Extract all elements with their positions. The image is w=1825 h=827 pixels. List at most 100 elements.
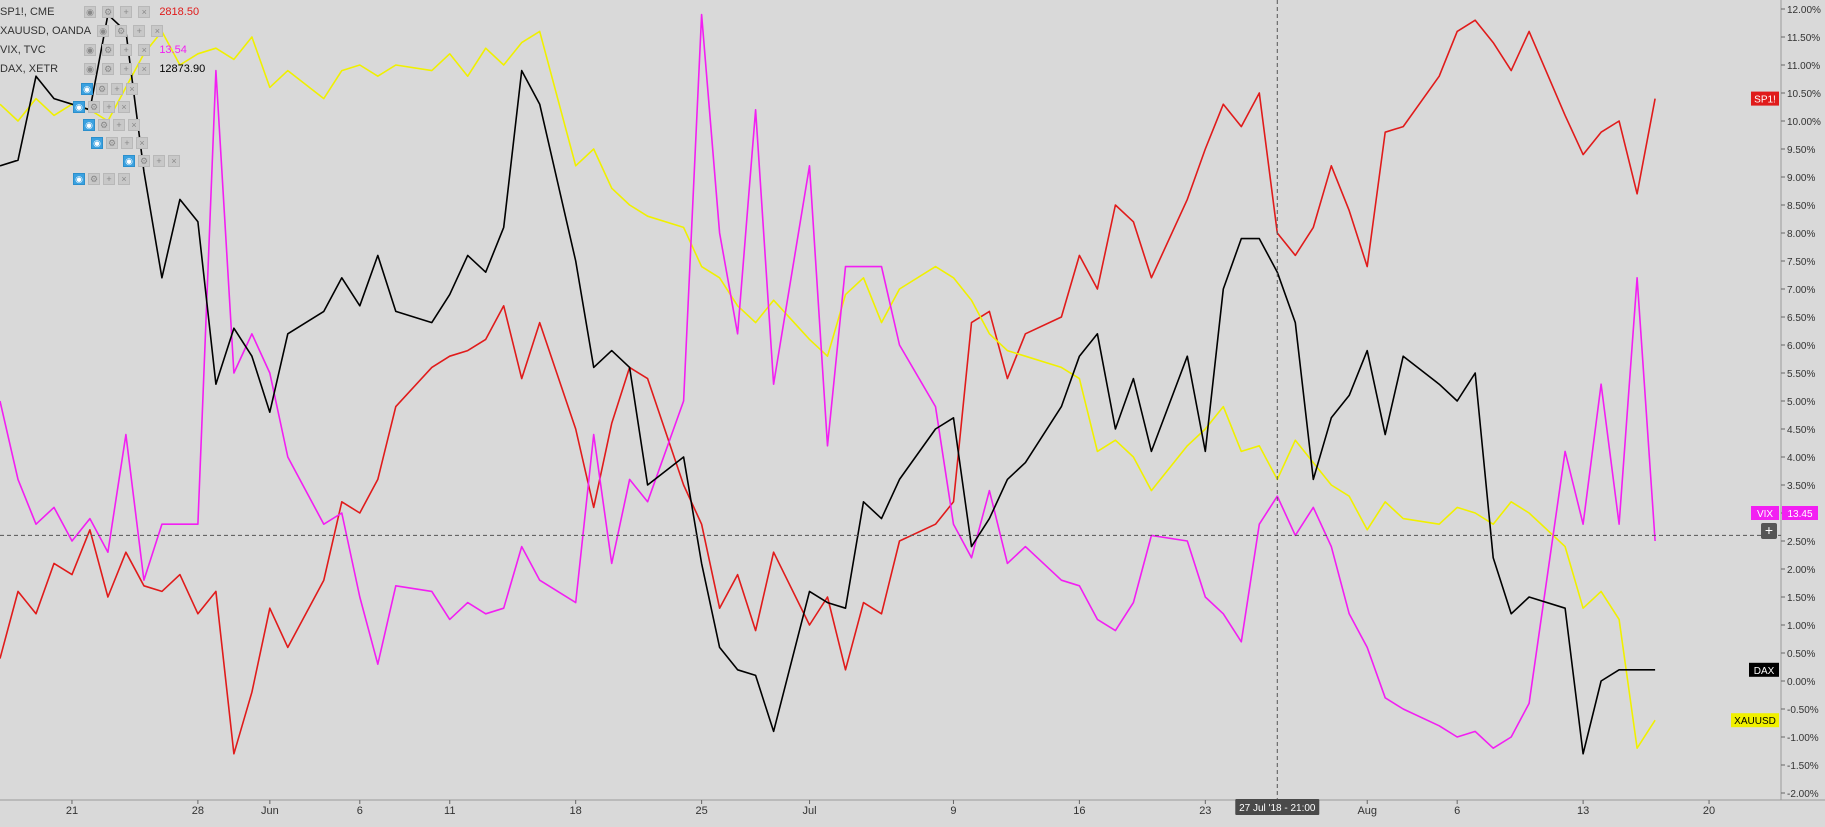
price-tag-vix-bg bbox=[1751, 506, 1779, 520]
gear-icon[interactable]: ⚙ bbox=[98, 118, 110, 131]
close-icon[interactable]: × bbox=[138, 44, 151, 57]
legend-row-vix[interactable]: VIX, TVC ◉ ⚙ + × 13.54 bbox=[0, 41, 205, 60]
gear-icon[interactable]: ⚙ bbox=[138, 154, 150, 167]
price-tag-dax: DAX bbox=[1754, 666, 1775, 677]
y-tick-label: 0.00% bbox=[1787, 677, 1815, 688]
close-icon[interactable]: × bbox=[118, 100, 130, 113]
price-tag-sp1-bg bbox=[1751, 91, 1779, 106]
y-tick-label: -1.50% bbox=[1787, 761, 1819, 772]
eye-icon[interactable]: ◉ bbox=[73, 100, 85, 113]
gear-icon[interactable]: ⚙ bbox=[88, 100, 100, 113]
eye-icon[interactable]: ◉ bbox=[84, 6, 97, 19]
eye-icon[interactable]: ◉ bbox=[83, 118, 95, 131]
study-controls[interactable]: ◉ ⚙ + × bbox=[80, 116, 140, 131]
y-tick-label: 9.00% bbox=[1787, 173, 1815, 184]
plus-icon[interactable]: + bbox=[1761, 523, 1777, 539]
x-tick-label: 16 bbox=[1073, 805, 1085, 817]
eye-icon[interactable]: ◉ bbox=[84, 44, 97, 57]
y-tick-label: 8.50% bbox=[1787, 201, 1815, 212]
y-tick-label: 1.00% bbox=[1787, 621, 1815, 632]
plus-icon[interactable]: + bbox=[121, 136, 133, 149]
eye-icon[interactable]: ◉ bbox=[84, 63, 97, 76]
study-controls[interactable]: ◉ ⚙ + × bbox=[88, 134, 148, 149]
study-controls[interactable]: ◉ ⚙ + × bbox=[70, 170, 130, 185]
legend: SP1!, CME ◉ ⚙ + × 2818.50 XAUUSD, OANDA … bbox=[0, 3, 205, 79]
close-icon[interactable]: × bbox=[168, 154, 180, 167]
x-tick-label: 13 bbox=[1577, 805, 1589, 817]
eye-icon[interactable]: ◉ bbox=[123, 154, 135, 167]
x-tick-label: Jun bbox=[261, 805, 279, 817]
plus-icon[interactable]: + bbox=[103, 172, 115, 185]
y-tick-label: 2.50% bbox=[1787, 537, 1815, 548]
plus-icon[interactable]: + bbox=[120, 6, 133, 19]
legend-row-xauusd[interactable]: XAUUSD, OANDA ◉ ⚙ + × bbox=[0, 22, 205, 41]
y-tick-label: 9.50% bbox=[1787, 145, 1815, 156]
y-tick-label: 4.50% bbox=[1787, 425, 1815, 436]
close-icon[interactable]: × bbox=[128, 118, 140, 131]
plus-icon[interactable]: + bbox=[103, 100, 115, 113]
x-tick-label: 11 bbox=[444, 805, 455, 817]
y-tick-label: 4.00% bbox=[1787, 453, 1815, 464]
plus-icon[interactable]: + bbox=[111, 82, 123, 95]
y-tick-label: 1.50% bbox=[1787, 593, 1815, 604]
close-icon[interactable]: × bbox=[126, 82, 138, 95]
price-tag-xauusd: XAUUSD bbox=[1734, 716, 1776, 727]
legend-row-sp1[interactable]: SP1!, CME ◉ ⚙ + × 2818.50 bbox=[0, 3, 205, 22]
close-icon[interactable]: × bbox=[138, 6, 151, 19]
eye-icon[interactable]: ◉ bbox=[97, 25, 110, 38]
close-icon[interactable]: × bbox=[138, 63, 151, 76]
plus-icon[interactable]: + bbox=[133, 25, 146, 38]
gear-icon[interactable]: ⚙ bbox=[96, 82, 108, 95]
y-tick-label: 8.00% bbox=[1787, 229, 1815, 240]
study-controls[interactable]: ◉ ⚙ + × bbox=[70, 98, 130, 113]
plus-icon[interactable]: + bbox=[113, 118, 125, 131]
y-tick-label: 6.50% bbox=[1787, 313, 1815, 324]
crosshair-date-label: 27 Jul '18 - 21:00 bbox=[1239, 803, 1316, 814]
series-line-vix bbox=[0, 13, 1656, 750]
y-tick-label: 11.50% bbox=[1787, 33, 1820, 44]
close-icon[interactable]: × bbox=[151, 25, 164, 38]
study-controls[interactable]: ◉ ⚙ + × bbox=[120, 152, 180, 167]
y-tick-label: 7.00% bbox=[1787, 285, 1815, 296]
y-tick-label: 6.00% bbox=[1787, 341, 1815, 352]
y-tick-label: 0.50% bbox=[1787, 649, 1815, 660]
series-lines bbox=[0, 13, 1656, 755]
x-tick-label: 18 bbox=[570, 805, 582, 817]
close-icon[interactable]: × bbox=[136, 136, 148, 149]
gear-icon[interactable]: ⚙ bbox=[102, 63, 115, 76]
eye-icon[interactable]: ◉ bbox=[73, 172, 85, 185]
x-tick-label: 23 bbox=[1199, 805, 1211, 817]
gear-icon[interactable]: ⚙ bbox=[88, 172, 100, 185]
legend-value: 13.54 bbox=[159, 44, 187, 56]
gear-icon[interactable]: ⚙ bbox=[102, 44, 115, 57]
plus-icon[interactable]: + bbox=[120, 44, 133, 57]
y-tick-label: 3.50% bbox=[1787, 481, 1815, 492]
gear-icon[interactable]: ⚙ bbox=[106, 136, 118, 149]
crosshair: 27 Jul '18 - 21:00 bbox=[0, 0, 1781, 815]
legend-value: 12873.90 bbox=[159, 63, 206, 75]
x-tick-label: 25 bbox=[695, 805, 707, 817]
series-line-xauusd bbox=[0, 30, 1656, 750]
x-tick-label: 9 bbox=[950, 805, 956, 817]
price-tags: SP1! DAX XAUUSD VIX 13.45 bbox=[1731, 91, 1818, 728]
y-tick-label: -1.00% bbox=[1787, 733, 1819, 744]
y-tick-label: 10.00% bbox=[1787, 117, 1821, 128]
legend-name: XAUUSD, OANDA bbox=[0, 25, 92, 37]
close-icon[interactable]: × bbox=[118, 172, 130, 185]
legend-row-dax[interactable]: DAX, XETR ◉ ⚙ + × 12873.90 bbox=[0, 60, 205, 79]
gear-icon[interactable]: ⚙ bbox=[115, 25, 128, 38]
price-tag-vix: VIX bbox=[1757, 509, 1773, 520]
price-tag-sp1: SP1! bbox=[1754, 95, 1776, 106]
study-controls[interactable]: ◉ ⚙ + × bbox=[78, 80, 138, 95]
gear-icon[interactable]: ⚙ bbox=[102, 6, 115, 19]
plus-icon[interactable]: + bbox=[153, 154, 165, 167]
legend-name: DAX, XETR bbox=[0, 63, 59, 75]
plus-icon[interactable]: + bbox=[120, 63, 133, 76]
eye-icon[interactable]: ◉ bbox=[81, 82, 93, 95]
x-tick-label: 21 bbox=[66, 805, 78, 817]
y-tick-label: 10.50% bbox=[1787, 89, 1821, 100]
series-line-dax bbox=[0, 13, 1656, 755]
eye-icon[interactable]: ◉ bbox=[91, 136, 103, 149]
